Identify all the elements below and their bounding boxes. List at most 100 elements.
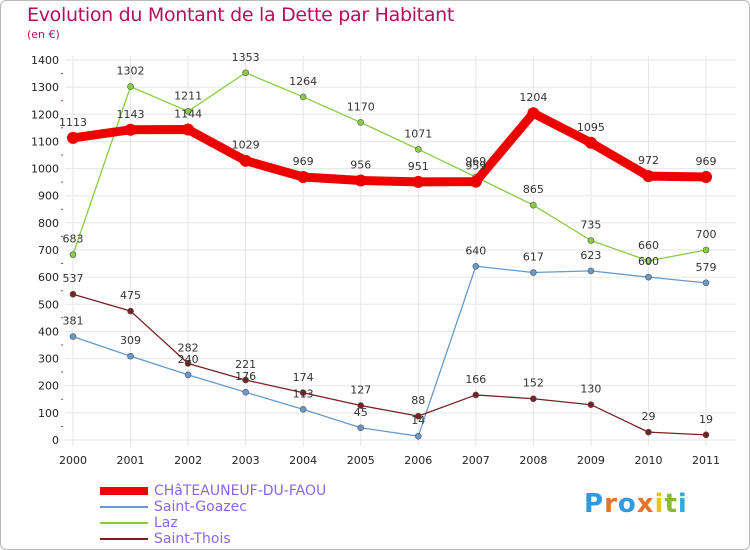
legend-label: Laz [154,515,178,531]
data-label: 660 [638,239,659,252]
y-tick-label: 1400 [31,54,59,67]
data-point [414,412,422,420]
data-label: 19 [699,413,713,426]
data-point [184,371,192,379]
data-label: 1353 [232,51,260,64]
data-label: 1144 [174,107,202,120]
data-point [645,428,652,436]
data-point [182,123,195,136]
logo-letter: i [654,489,665,519]
logo-letter: x [636,489,655,519]
y-tick-label: 900 [38,190,59,203]
x-tick-label: 2001 [117,454,145,467]
y-tick-label: 800 [38,217,59,230]
legend-item: Saint-Goazec [100,499,326,515]
data-point [587,267,595,275]
data-point [584,136,597,149]
chart-unit-label: (en €) [27,28,60,41]
legend-item: Laz [100,515,326,531]
data-point [239,154,252,167]
data-point [357,424,365,432]
legend-swatch [100,538,148,540]
logo-letter: o [617,489,637,519]
data-point [124,123,137,136]
data-point [530,395,537,403]
data-point [299,406,307,413]
y-tick-label: 400 [38,325,59,338]
data-label: 152 [523,377,544,390]
data-point [587,401,595,409]
data-point [127,83,134,90]
data-point [702,279,710,287]
data-label: 969 [465,155,486,168]
data-label: 1071 [404,127,432,140]
x-tick-label: 2004 [289,454,317,467]
data-point [469,175,482,188]
data-label: 130 [580,383,601,396]
legend-item: Saint-Thois [100,531,326,547]
data-label: 1211 [174,89,202,102]
data-point [242,376,249,384]
data-label: 700 [696,228,717,241]
data-point [587,237,595,244]
data-label: 1143 [117,108,145,121]
y-tick-label: 1200 [31,108,59,121]
y-tick-label: 500 [38,298,59,311]
data-label: 45 [354,406,368,419]
data-point [527,107,540,120]
data-label: 240 [178,353,199,366]
y-tick-label: 100 [38,407,59,420]
data-point [69,290,77,298]
data-label: 600 [638,255,659,268]
data-label: 221 [235,358,256,371]
data-label: 174 [293,371,314,384]
data-label: 166 [465,373,486,386]
data-point [127,352,134,360]
data-point [184,108,192,115]
logo-letter: i [677,489,688,519]
data-point [354,174,367,187]
data-label: 1302 [117,65,145,78]
data-point [242,69,249,77]
data-point [242,388,249,396]
data-label: 113 [293,387,314,400]
y-tick-label: 700 [38,244,59,257]
data-point [184,360,192,367]
data-label: 969 [293,155,314,168]
data-point [645,257,652,265]
x-tick-label: 2002 [174,454,202,467]
data-label: 282 [178,341,199,354]
data-label: 127 [350,384,371,397]
data-point [530,201,537,209]
data-label: 617 [523,251,544,264]
data-label: 956 [350,159,371,172]
chart-title: Evolution du Montant de la Dette par Hab… [27,4,455,26]
y-tick-label: 600 [38,271,59,284]
data-label: 176 [235,370,256,383]
legend-item: CHâTEAUNEUF-DU-FAOU [100,483,326,499]
data-point [357,402,365,409]
data-label: 640 [465,244,486,257]
series-line-saint-goazec [72,265,707,437]
data-label: 1204 [519,91,547,104]
data-label: 735 [580,219,601,232]
y-tick-label: 1300 [31,81,59,94]
data-point [414,432,422,440]
data-point [299,93,307,101]
x-tick-label: 2010 [634,454,662,467]
y-tick-label: 200 [38,380,59,393]
logo-letter: t [664,489,678,519]
data-point [472,391,480,399]
logo-letter: P [584,489,605,519]
data-label: 959 [465,160,486,173]
data-label: 683 [63,233,84,246]
logo-letter: r [604,489,618,519]
data-point [472,262,480,270]
proxiti-logo: Proxiti [584,489,688,519]
data-label: 1095 [577,121,605,134]
data-label: 865 [523,183,544,196]
x-tick-label: 2011 [692,454,720,467]
data-point [530,269,537,276]
y-tick-label: 300 [38,353,59,366]
